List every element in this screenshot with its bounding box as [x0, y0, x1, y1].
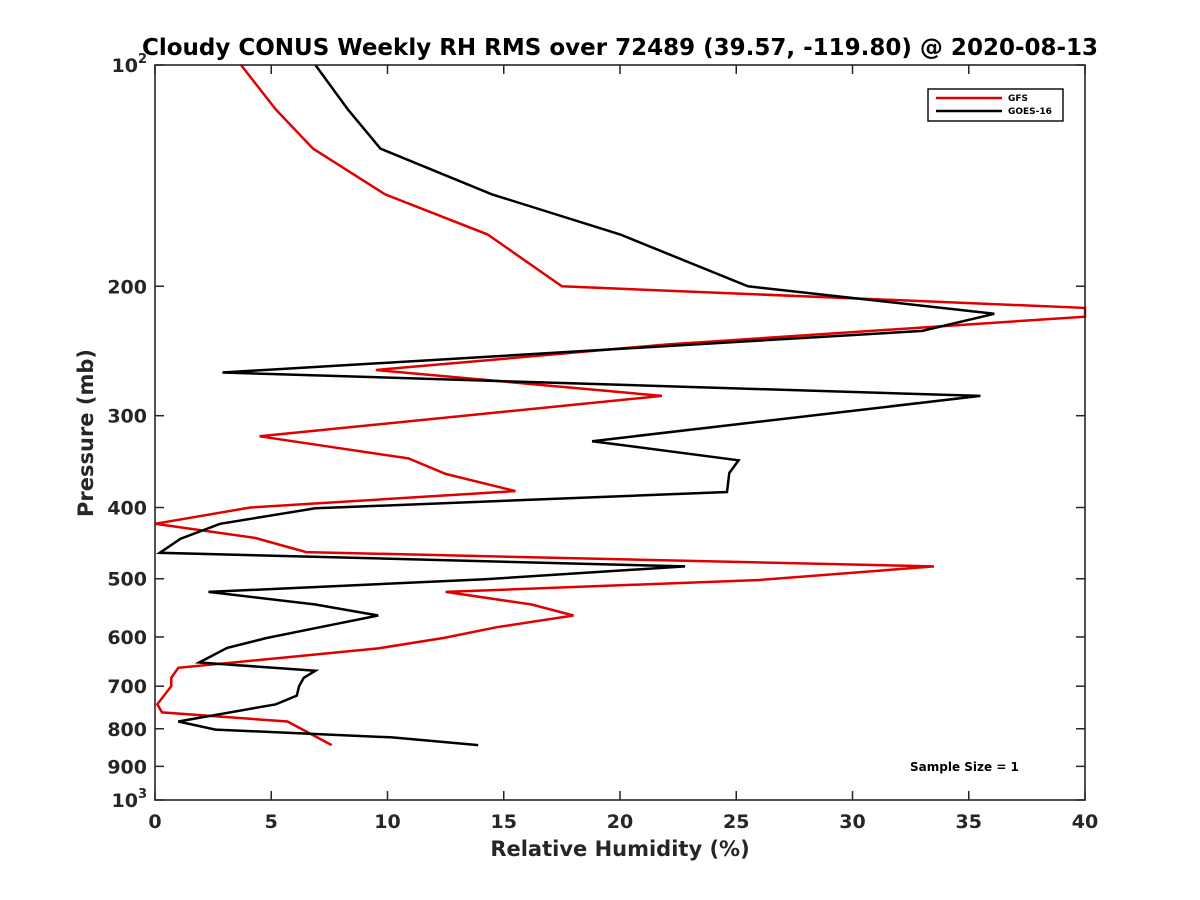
y-tick-label: 800: [107, 719, 147, 741]
x-tick-label: 10: [374, 811, 400, 833]
chart-title: Cloudy CONUS Weekly RH RMS over 72489 (3…: [142, 35, 1098, 61]
y-tick-label: 900: [107, 756, 147, 778]
series-layer: [154, 64, 1087, 747]
x-tick-label: 40: [1072, 811, 1098, 833]
series-line-goes16: [155, 64, 995, 747]
y-tick-label: 300: [107, 406, 147, 428]
legend-box: [927, 88, 1064, 122]
legend: GFS GOES-16: [927, 88, 1064, 122]
y-tick-label: 500: [107, 569, 147, 591]
x-tick-label: 5: [265, 811, 278, 833]
y-axis-label: Pressure (mb): [74, 349, 98, 517]
x-tick-label: 30: [839, 811, 865, 833]
x-tick-label: 0: [148, 811, 161, 833]
series-line-gfs: [154, 64, 1087, 747]
legend-label-goes16: GOES-16: [1008, 107, 1052, 117]
y-tick-label: 200: [107, 276, 147, 298]
x-axis-label: Relative Humidity (%): [490, 837, 749, 861]
x-tick-label: 15: [491, 811, 517, 833]
x-tick-label: 25: [723, 811, 749, 833]
x-axis: 0 5 10 15 20 25 30 35 40: [148, 65, 1098, 833]
y-tick-label: 400: [107, 498, 147, 520]
x-tick-label: 35: [956, 811, 982, 833]
y-tick-label: 700: [107, 676, 147, 698]
legend-label-gfs: GFS: [1008, 94, 1028, 104]
x-tick-label: 20: [607, 811, 633, 833]
y-tick-label: 600: [107, 627, 147, 649]
y-tick-label: 103: [112, 787, 148, 812]
y-axis: 102 200 300 400 500 600 700 800 900 103: [107, 52, 1085, 812]
sample-size-annotation: Sample Size = 1: [910, 760, 1019, 774]
y-tick-label: 102: [112, 52, 148, 77]
